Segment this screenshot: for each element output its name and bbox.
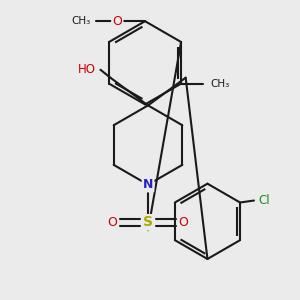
- Text: S: S: [143, 215, 153, 229]
- Text: O: O: [179, 216, 189, 229]
- Text: Cl: Cl: [258, 194, 269, 207]
- Text: HO: HO: [77, 63, 95, 76]
- Text: O: O: [107, 216, 117, 229]
- Text: CH₃: CH₃: [211, 79, 230, 88]
- Text: N: N: [143, 178, 153, 191]
- Text: CH₃: CH₃: [71, 16, 91, 26]
- Text: O: O: [112, 15, 122, 28]
